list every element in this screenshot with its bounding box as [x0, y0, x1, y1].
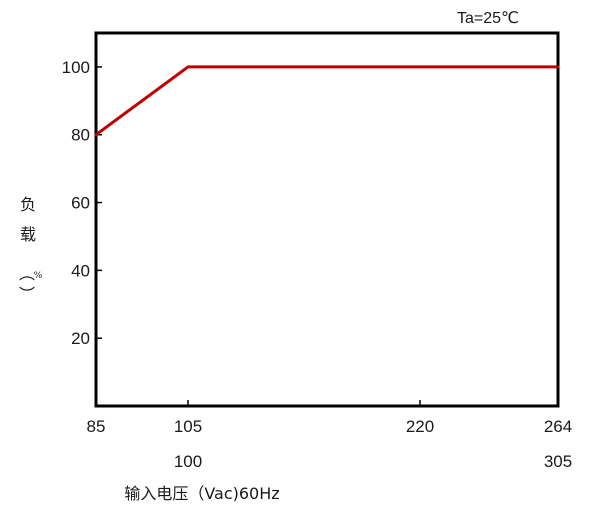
x-tick-label: 105 [174, 417, 202, 436]
y-label-close-paren: ︶ [19, 285, 35, 304]
y-tick-label: 60 [71, 194, 90, 213]
x-tick-sublabel: 100 [174, 452, 202, 471]
y-label-char: 负 [20, 195, 36, 214]
x-tick-sublabel: 305 [544, 452, 572, 471]
x-tick-label: 85 [87, 417, 106, 436]
x-axis-label: 输入电压（Vac)60Hz [124, 484, 279, 503]
y-label-unit: % [34, 271, 43, 281]
series-layer [94, 65, 560, 137]
y-tick-label: 20 [71, 329, 90, 348]
x-tick-label: 220 [406, 417, 434, 436]
plot-frame [94, 31, 560, 408]
y-axis-label: 负载 ︵% ︶ [19, 195, 43, 304]
x-tick-label: 264 [544, 417, 572, 436]
ambient-temperature-annotation: Ta=25℃ [457, 10, 519, 27]
y-label-open-paren: ︵ [19, 264, 35, 283]
y-axis-ticks: 20 40 60 80 100 [62, 58, 102, 348]
y-tick-label: 80 [71, 126, 90, 145]
y-label-char: 载 [20, 225, 36, 244]
y-tick-label: 100 [62, 58, 90, 77]
x-axis-ticks: 85 105 100 220 264 305 [87, 400, 572, 471]
y-tick-label: 40 [71, 261, 90, 280]
series-line [94, 65, 560, 137]
